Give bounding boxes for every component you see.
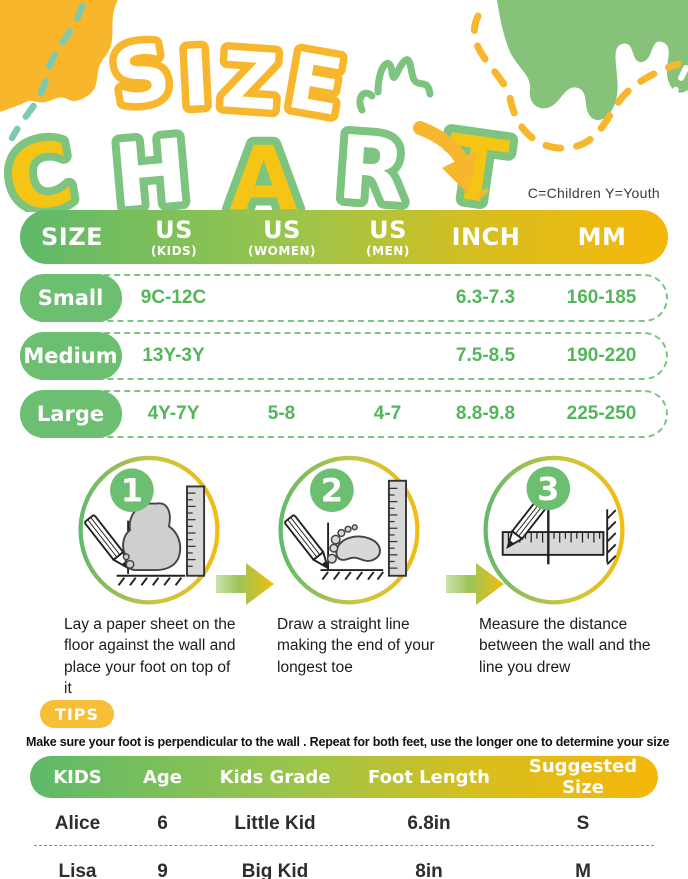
- foot-icon: [122, 502, 182, 571]
- chart-letter: R: [331, 113, 417, 212]
- cell-age: 9: [157, 861, 168, 879]
- wall-hatch-icon: [606, 509, 617, 566]
- column-header-mm: MM: [577, 223, 627, 251]
- teal-dashed-line: [8, 2, 86, 142]
- cell-grade: Big Kid: [241, 861, 309, 879]
- step-number-badge: [526, 466, 571, 511]
- step-2-text: Draw a straight line making the end of y…: [277, 616, 435, 676]
- footprint-icon: [326, 524, 381, 564]
- cell-grade: Little Kid: [234, 813, 316, 834]
- ground-hatch-icon: [320, 569, 384, 581]
- column-header-age: Age: [142, 766, 183, 788]
- white-dashed-line: [663, 65, 688, 123]
- tips-badge: TIPS: [40, 700, 114, 728]
- step-number: 3: [537, 470, 559, 508]
- cell-age: 6: [157, 813, 168, 834]
- green-blob: [497, 0, 688, 120]
- arrow-right-icon: [446, 563, 504, 605]
- toe: [122, 553, 130, 561]
- arrow-right-icon: [216, 563, 274, 605]
- table-row: Medium 13Y-3Y 7.5-8.5 190-220: [19, 331, 668, 380]
- step-1-illustration: 1: [78, 455, 220, 605]
- size-table-header: SIZE US (KIDS) US (WOMEN) US (MEN) INCH MM: [20, 210, 668, 264]
- ruler-icon: [501, 531, 605, 556]
- cell-us-men: 4-7: [373, 402, 402, 424]
- column-header-kids: KIDS: [53, 766, 102, 788]
- column-header-foot-length: Foot Length: [368, 766, 490, 788]
- chart-letter: C: [0, 119, 85, 212]
- measuring-steps: 1: [0, 450, 688, 700]
- curved-arrow-icon: [413, 121, 489, 199]
- step-ring: [483, 455, 625, 605]
- cell-inch: 6.3-7.3: [455, 286, 516, 308]
- column-header-kids-grade: Kids Grade: [219, 766, 331, 788]
- yellow-dashed-line: [470, 12, 682, 152]
- cell-inch: 7.5-8.5: [455, 344, 516, 366]
- step-number: 1: [121, 472, 143, 510]
- column-header-us-men: US (MEN): [366, 215, 410, 258]
- cell-name: Lisa: [58, 861, 97, 879]
- table-row: Lisa 9 Big Kid 8in M: [30, 852, 658, 879]
- size-label-pill: Large: [19, 389, 122, 438]
- cell-suggested-size: S: [576, 813, 590, 834]
- chart-letter: A: [226, 125, 305, 212]
- column-header-us-kids: US (KIDS): [150, 215, 198, 258]
- step-3-text: Measure the distance between the wall an…: [479, 616, 651, 676]
- kids-table-header: KIDS Age Kids Grade Foot Length Suggeste…: [30, 756, 658, 798]
- cell-us-kids: 4Y-7Y: [147, 402, 200, 424]
- ruler-icon: [186, 485, 206, 577]
- chart-letter: H: [110, 118, 197, 212]
- pencil-icon: [284, 514, 330, 570]
- column-header-suggested-size: Suggested Size: [528, 756, 638, 798]
- tips-text: Make sure your foot is perpendicular to …: [26, 735, 670, 749]
- kids-example-table: KIDS Age Kids Grade Foot Length Suggeste…: [30, 756, 658, 879]
- step-number-badge: [110, 468, 154, 513]
- cell-inch: 8.8-9.8: [455, 402, 516, 424]
- cell-mm: 160-185: [566, 286, 637, 308]
- size-label-pill: Medium: [19, 331, 122, 380]
- cell-foot-length: 6.8in: [407, 813, 451, 834]
- legend-abbreviations: C=Children Y=Youth: [527, 185, 660, 201]
- orange-blob: [0, 0, 118, 112]
- row-divider: [34, 845, 654, 846]
- table-row: Small 9C-12C 6.3-7.3 160-185: [19, 273, 668, 322]
- cell-mm: 225-250: [566, 402, 637, 424]
- column-header-inch: INCH: [451, 223, 521, 251]
- cell-us-kids: 13Y-3Y: [142, 344, 205, 366]
- step-2-illustration: 2: [278, 455, 420, 605]
- title-size: SIZE: [106, 25, 357, 135]
- size-label-pill: Small: [19, 273, 122, 322]
- cell-mm: 190-220: [566, 344, 637, 366]
- cell-foot-length: 8in: [415, 861, 443, 879]
- cell-us-women: 5-8: [267, 402, 296, 424]
- ground-hatch-icon: [116, 574, 186, 586]
- toe: [125, 559, 135, 569]
- cell-name: Alice: [54, 813, 101, 834]
- ruler-icon: [387, 479, 407, 577]
- title-chart: C H A R T: [0, 104, 521, 212]
- squiggle-icon: [356, 56, 434, 114]
- step-3-illustration: 3: [483, 455, 625, 605]
- step-1-text: Lay a paper sheet on the floor against t…: [64, 616, 236, 698]
- table-row: Alice 6 Little Kid 6.8in S: [30, 804, 658, 844]
- cell-us-kids: 9C-12C: [140, 286, 207, 308]
- step-number-badge: [310, 468, 354, 513]
- hero-banner: SIZE C H A R T: [0, 0, 688, 212]
- column-header-size: SIZE: [40, 223, 103, 251]
- cell-suggested-size: M: [575, 861, 591, 879]
- column-header-us-women: US (WOMEN): [247, 215, 317, 258]
- step-number: 2: [321, 472, 343, 510]
- table-row: Large 4Y-7Y 5-8 4-7 8.8-9.8 225-250: [19, 389, 668, 438]
- size-table: SIZE US (KIDS) US (WOMEN) US (MEN) INCH MM …: [19, 210, 668, 438]
